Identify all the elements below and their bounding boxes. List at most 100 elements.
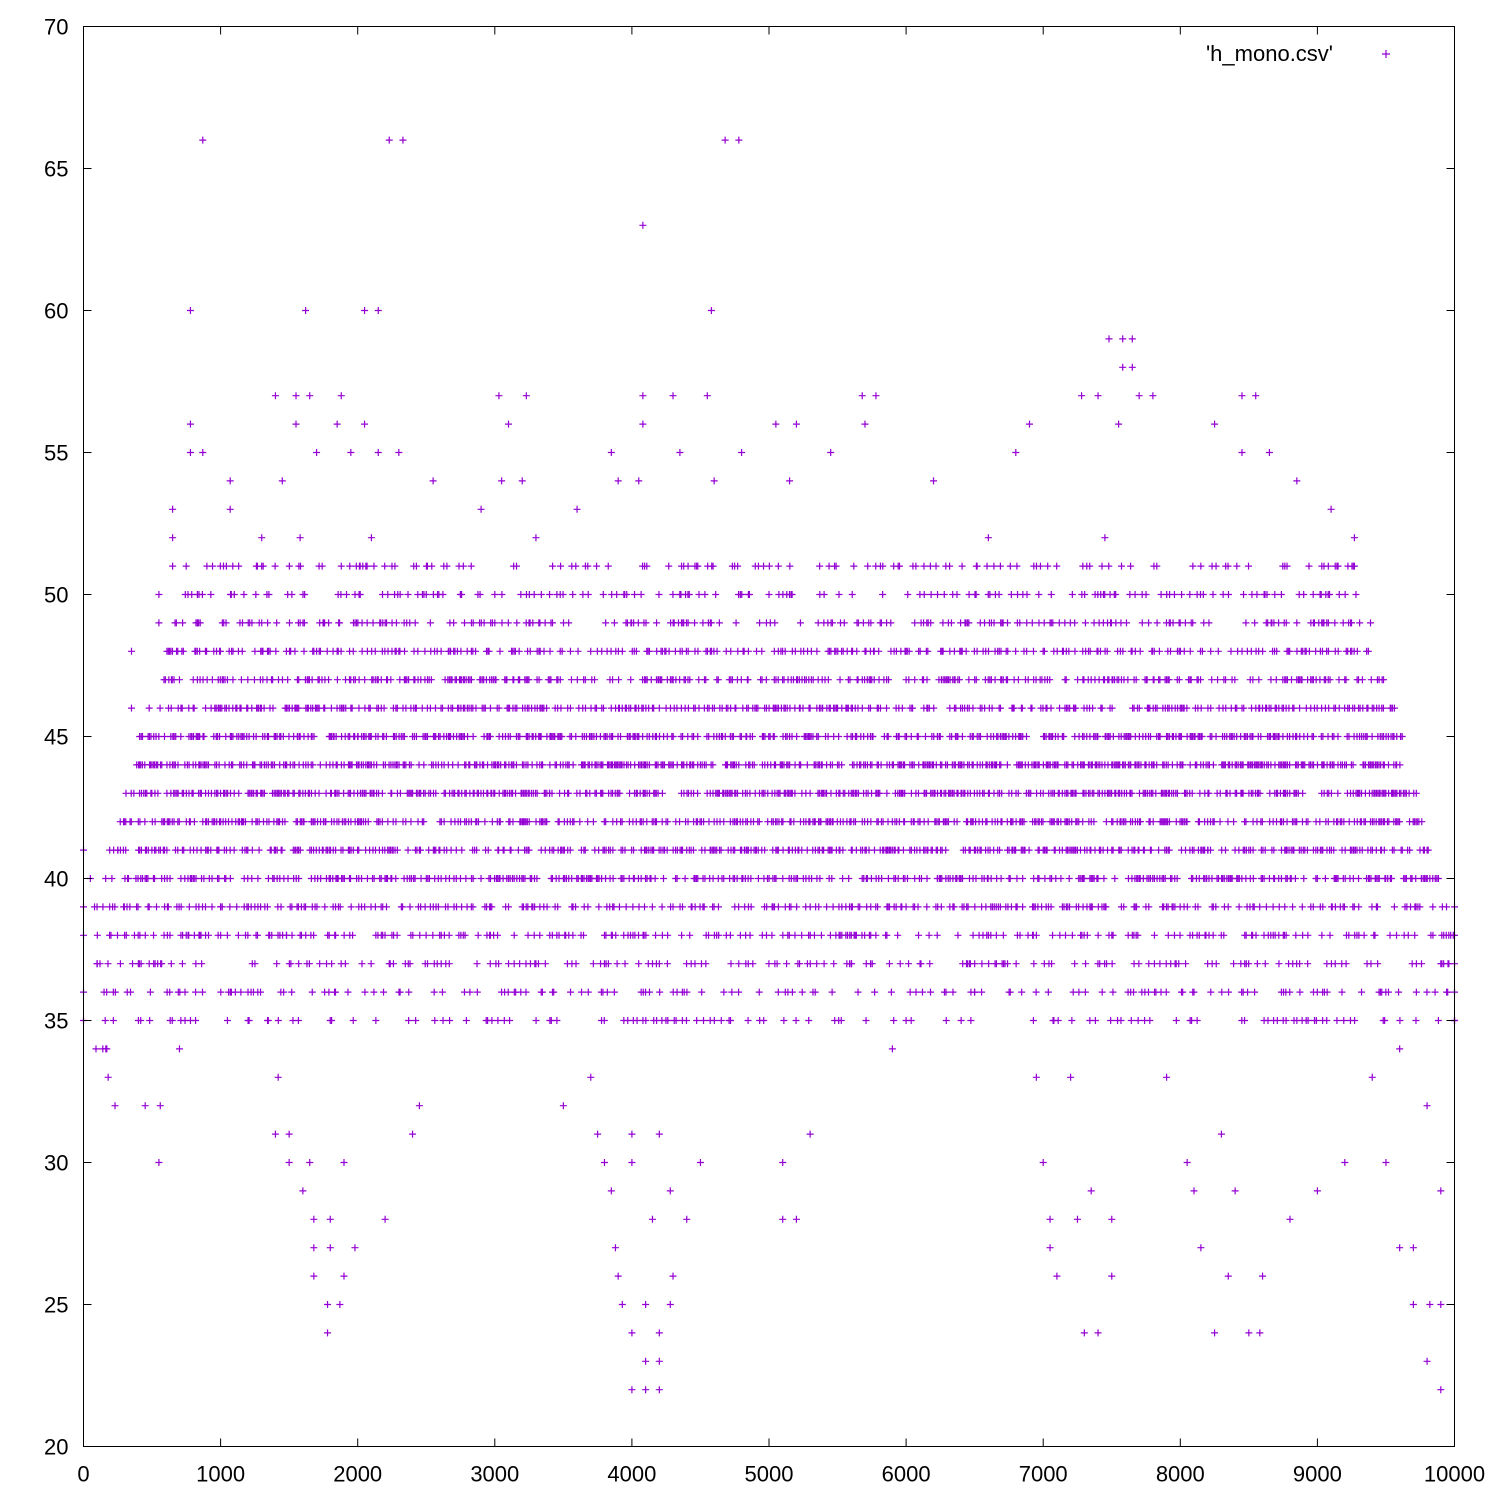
data-point (310, 931, 318, 939)
data-point (116, 960, 124, 968)
data-point (315, 789, 323, 797)
data-point (180, 846, 188, 854)
data-point (248, 846, 256, 854)
data-point (113, 931, 121, 939)
data-point (268, 931, 276, 939)
data-point (238, 647, 246, 655)
data-point (217, 988, 225, 996)
data-point (207, 846, 215, 854)
data-point (92, 1045, 100, 1053)
data-point (233, 903, 241, 911)
data-point (145, 704, 153, 712)
data-point (280, 988, 288, 996)
data-point (296, 846, 304, 854)
data-point (308, 988, 316, 996)
data-point (355, 846, 363, 854)
data-point (235, 789, 243, 797)
data-point (235, 562, 243, 570)
data-point (141, 818, 149, 826)
data-point (229, 562, 237, 570)
data-point (156, 704, 164, 712)
data-point (294, 1017, 302, 1024)
data-point (145, 903, 153, 911)
data-point (344, 988, 352, 996)
data-point (134, 903, 142, 911)
data-point (179, 619, 187, 627)
data-point (237, 676, 245, 684)
data-point (244, 931, 252, 939)
data-point (337, 562, 345, 570)
data-point (207, 591, 215, 598)
data-point (198, 591, 206, 598)
data-point (178, 960, 186, 968)
data-point (146, 1017, 154, 1024)
data-point (127, 988, 135, 996)
data-point (102, 875, 110, 882)
data-point (111, 988, 119, 996)
data-point (93, 931, 101, 939)
data-point (192, 1017, 200, 1024)
data-point (300, 818, 308, 826)
data-point (308, 676, 316, 684)
data-point (245, 1017, 253, 1024)
data-point (222, 619, 230, 627)
data-point (167, 960, 175, 968)
data-point (281, 818, 289, 826)
data-point (226, 875, 234, 882)
data-point (153, 903, 161, 911)
data-point (182, 562, 190, 570)
data-point (222, 562, 230, 570)
data-point (316, 761, 324, 769)
data-point (332, 931, 340, 939)
data-point (166, 988, 174, 996)
data-point (321, 903, 329, 911)
data-point (300, 619, 308, 627)
data-point (241, 818, 249, 826)
data-point (185, 903, 193, 911)
data-point (208, 903, 216, 911)
data-point (151, 875, 159, 882)
data-point (291, 647, 299, 655)
data-point (248, 875, 256, 882)
data-point (146, 988, 154, 996)
data-point (240, 591, 248, 598)
data-point (347, 903, 355, 911)
data-point (126, 903, 134, 911)
data-point (199, 988, 207, 996)
data-point (285, 619, 293, 627)
data-point (234, 931, 242, 939)
data-point (177, 733, 185, 740)
data-point (271, 562, 279, 570)
data-point (348, 704, 356, 712)
data-point (151, 818, 159, 826)
data-point (343, 591, 351, 598)
data-point (226, 903, 234, 911)
data-point (248, 619, 256, 627)
data-point (164, 903, 172, 911)
data-point (305, 960, 313, 968)
data-point (336, 619, 344, 627)
data-point (223, 1017, 231, 1024)
data-point (313, 903, 321, 911)
data-point (264, 619, 272, 627)
data-point (295, 704, 303, 712)
data-point (101, 1017, 109, 1024)
data-point (349, 931, 357, 939)
data-point (288, 591, 296, 598)
data-point (229, 761, 237, 769)
data-point (137, 1017, 145, 1024)
data-point (244, 676, 252, 684)
data-point (179, 647, 187, 655)
data-point (321, 704, 329, 712)
data-point (107, 931, 115, 939)
data-point (251, 960, 259, 968)
data-point (181, 988, 189, 996)
data-point (264, 1017, 272, 1024)
data-point (252, 591, 260, 598)
data-point (198, 960, 206, 968)
data-point (223, 931, 231, 939)
data-point (260, 789, 268, 797)
data-point (252, 733, 260, 740)
data-point (122, 846, 130, 854)
data-point (216, 733, 224, 740)
